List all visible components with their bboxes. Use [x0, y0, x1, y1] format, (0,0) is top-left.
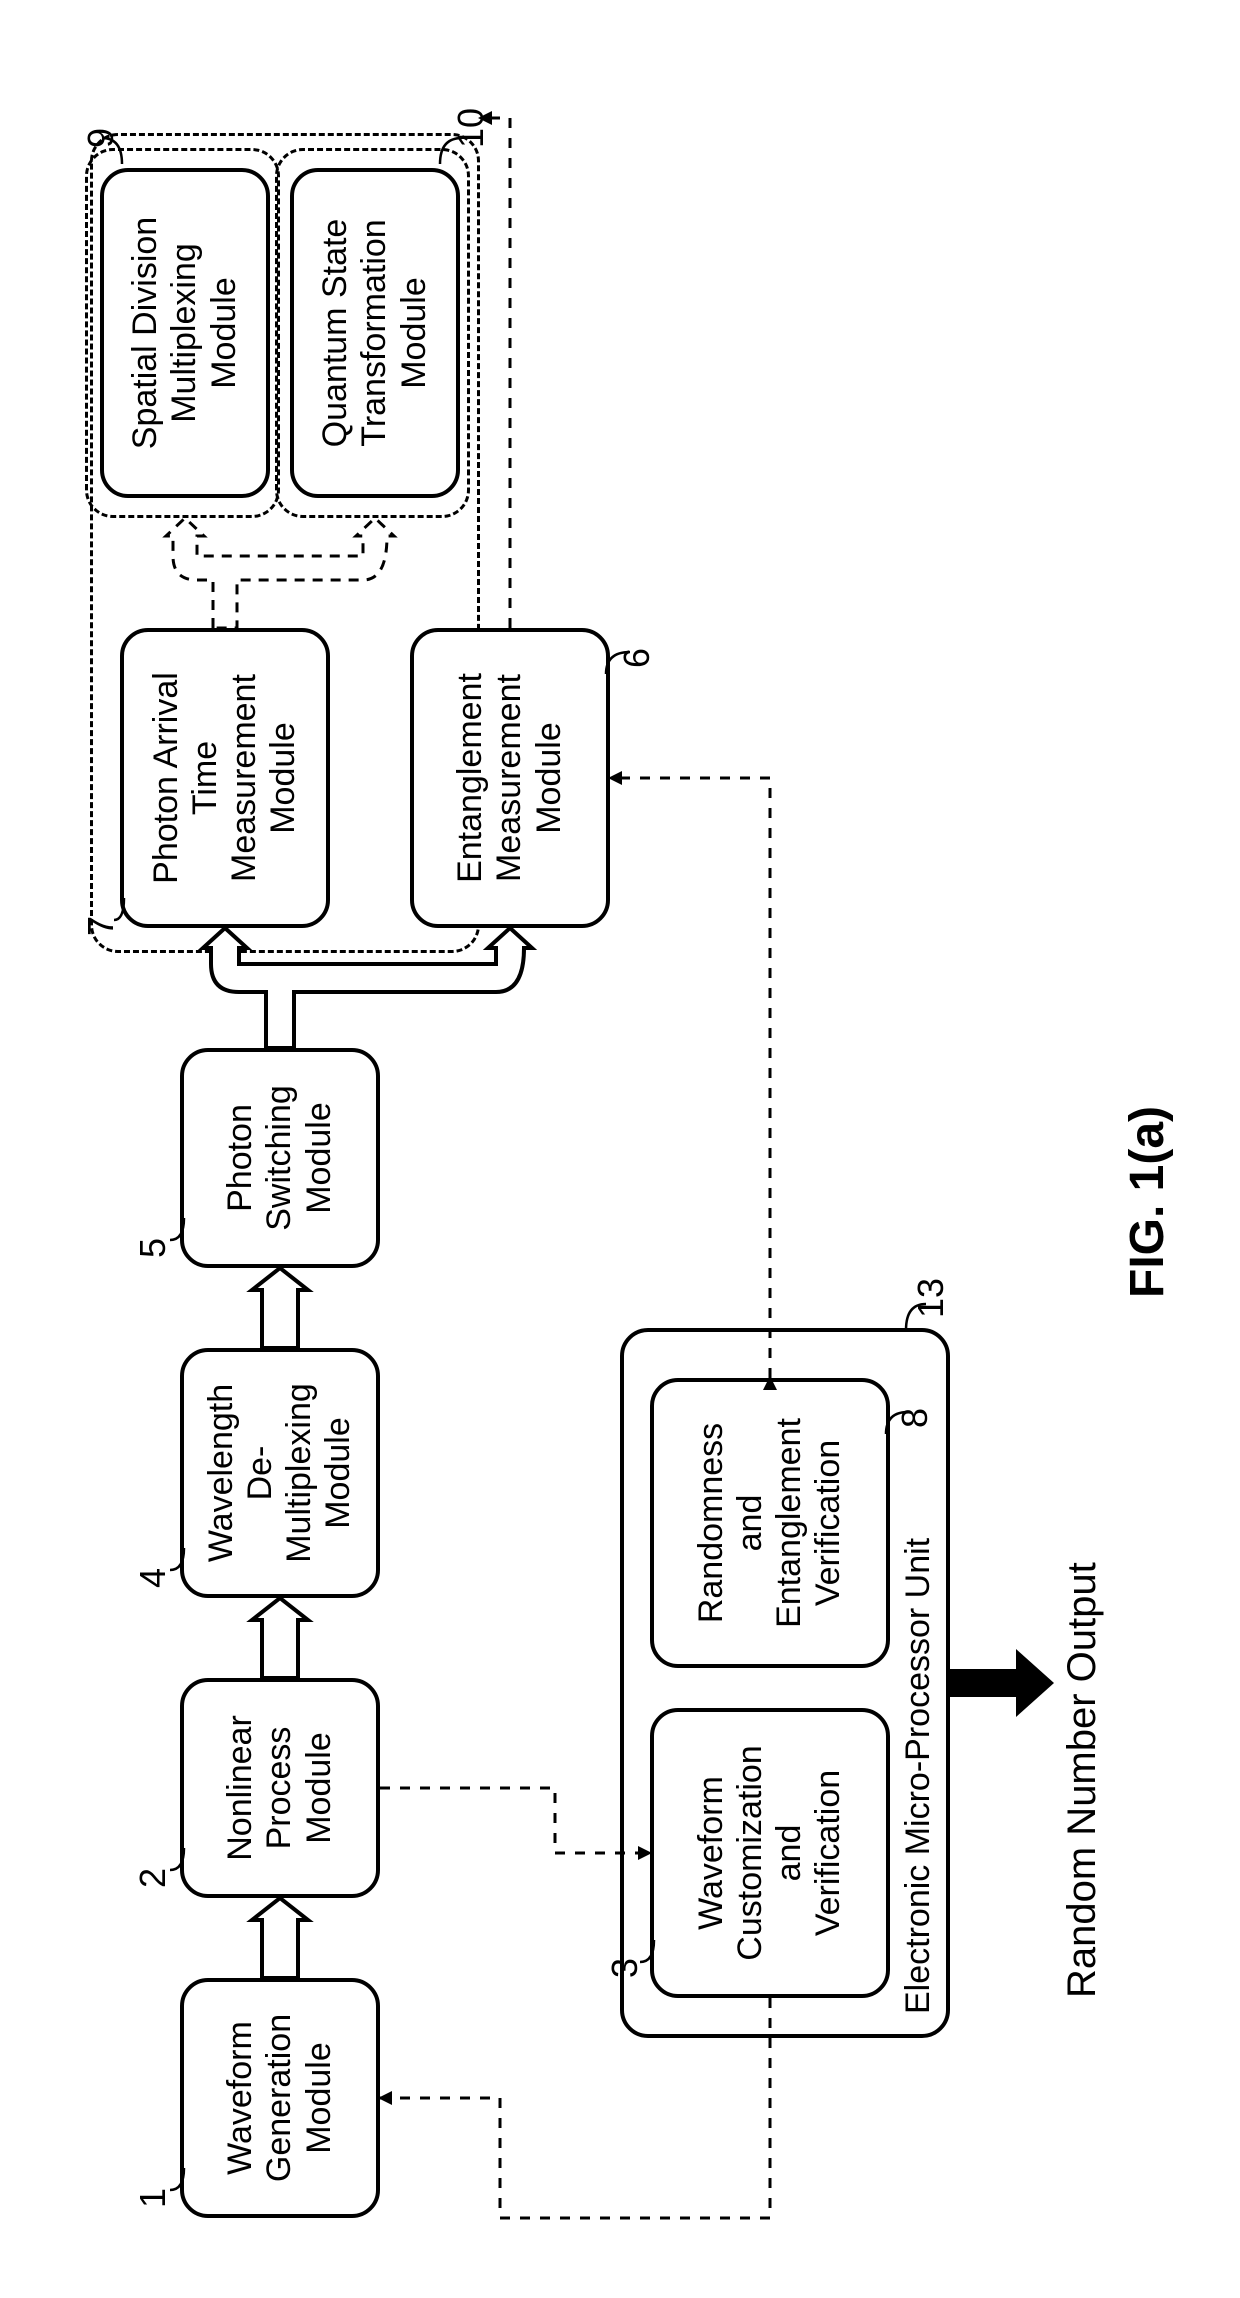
connectors [0, 0, 1240, 2298]
diagram-canvas: Electronic Micro-Processor Unit Waveform… [0, 0, 1240, 2298]
figure-caption: FIG. 1(a) [1120, 1106, 1175, 1298]
output-label: Random Number Output [1060, 1562, 1105, 1998]
